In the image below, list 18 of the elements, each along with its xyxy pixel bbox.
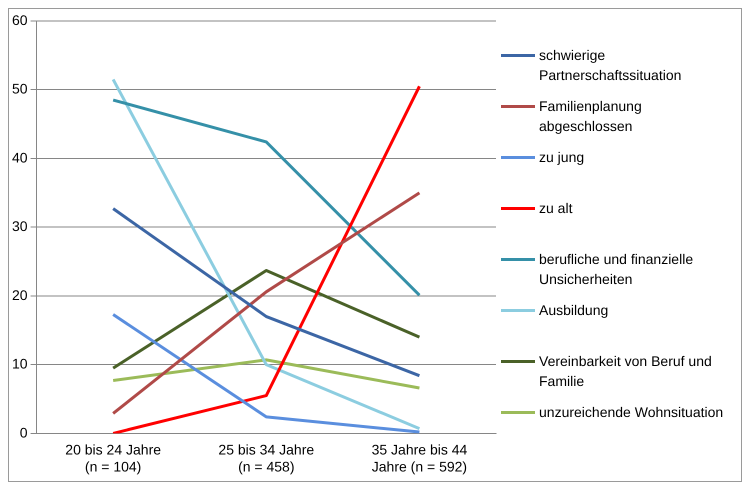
legend-label: schwierige Partnerschaftssituation (539, 46, 682, 85)
legend-label: Familienplanung abgeschlossen (539, 97, 643, 136)
y-tick-label: 60 (12, 12, 28, 28)
y-tick-label: 50 (12, 80, 28, 97)
legend-label: Vereinbarkeit von Beruf und Familie (539, 352, 713, 391)
legend-label: unzureichende Wohnsituation (539, 403, 724, 422)
y-tick-label: 20 (12, 286, 28, 303)
legend-label: Ausbildung (539, 301, 608, 320)
legend-label: zu alt (539, 199, 572, 218)
legend-label: zu jung (539, 148, 584, 167)
y-tick-label: 0 (20, 424, 28, 440)
y-tick-label: 30 (12, 218, 28, 234)
x-tick-label: 20 bis 24 Jahre (n = 104) (65, 442, 162, 474)
x-tick-label: 35 Jahre bis 44 Jahre (n = 592) (372, 442, 468, 474)
legend-label: berufliche und finanzielle Unsicherheiten (539, 250, 694, 289)
y-tick-label: 10 (12, 356, 28, 372)
x-tick-label: 25 bis 34 Jahre (n = 458) (218, 442, 314, 474)
y-tick-label: 40 (12, 149, 28, 166)
